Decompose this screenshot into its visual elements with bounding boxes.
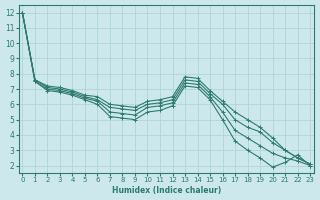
X-axis label: Humidex (Indice chaleur): Humidex (Indice chaleur) [112,186,221,195]
